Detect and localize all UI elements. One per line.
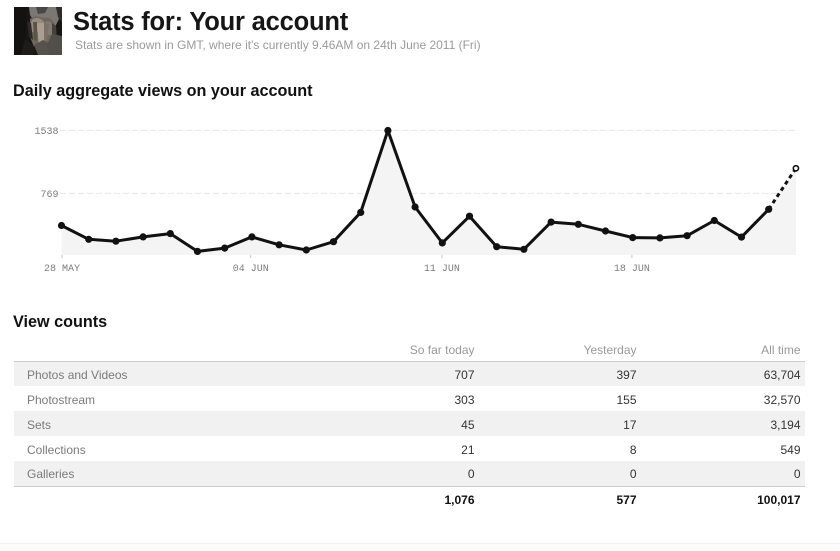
svg-text:04 JUN: 04 JUN [233, 264, 269, 275]
svg-text:11 JUN: 11 JUN [424, 264, 460, 275]
svg-text:18 JUN: 18 JUN [614, 264, 650, 275]
svg-text:1538: 1538 [34, 127, 58, 138]
svg-text:769: 769 [40, 190, 58, 201]
svg-text:28 MAY: 28 MAY [44, 264, 80, 275]
